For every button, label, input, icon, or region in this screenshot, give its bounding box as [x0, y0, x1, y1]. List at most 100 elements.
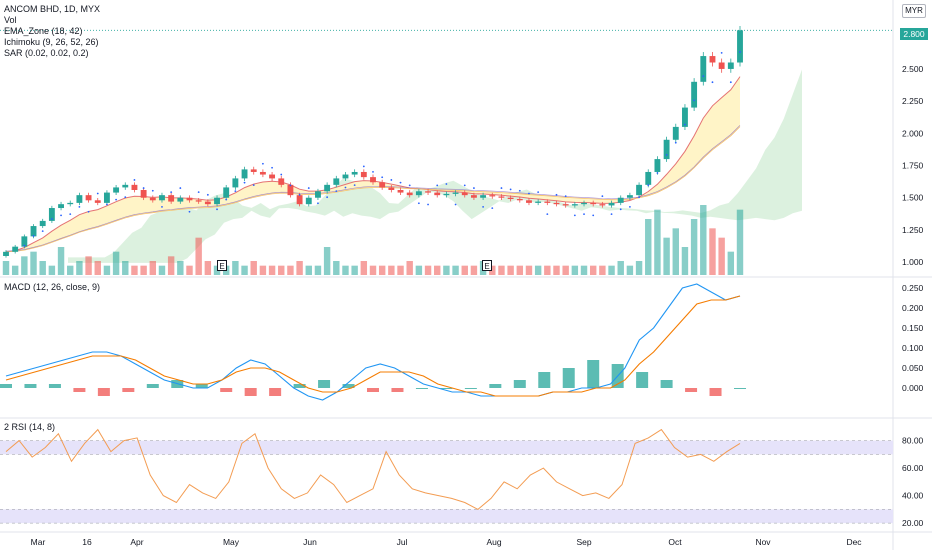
symbol-title[interactable]: ANCOM BHD, 1D, MYX	[4, 4, 101, 14]
sar-dot	[372, 170, 374, 173]
sar-dot	[262, 162, 264, 165]
macd-histogram-bar	[318, 380, 331, 388]
volume-bar	[489, 265, 496, 275]
sar-dot	[78, 205, 81, 208]
sar-dot	[133, 179, 136, 181]
volume-bar	[369, 265, 377, 275]
volume-bar	[397, 265, 404, 275]
candle-body	[544, 201, 551, 203]
volume-bar	[534, 265, 542, 275]
time-axis-tick: Jul	[397, 537, 408, 547]
macd-axis-tick: 0.200	[902, 303, 924, 313]
ichimoku-legend[interactable]: Ichimoku (9, 26, 52, 26)	[4, 37, 99, 47]
sar-dot	[87, 210, 90, 213]
price-axis-tick: 1.250	[902, 225, 924, 235]
sar-dot	[702, 75, 705, 78]
price-axis-tick: 1.500	[902, 193, 924, 203]
candle-body	[397, 190, 404, 193]
sar-dot	[289, 184, 292, 187]
sar-dot	[729, 81, 732, 84]
macd-histogram-bar	[342, 384, 355, 388]
volume-bar	[85, 256, 92, 275]
macd-histogram-bar	[48, 384, 61, 388]
volume-bar	[645, 219, 652, 275]
candle-body	[214, 197, 220, 205]
candle-body	[470, 195, 477, 198]
volume-bar	[177, 261, 184, 275]
candle-body	[379, 182, 386, 188]
sar-dot	[60, 214, 62, 217]
volume-bar	[388, 265, 395, 275]
vol-legend[interactable]: Vol	[4, 15, 17, 25]
ema-zone-legend[interactable]: EMA_Zone (18, 42)	[4, 26, 83, 36]
currency-badge[interactable]: MYR	[902, 4, 926, 18]
rsi-axis-tick: 80.00	[902, 436, 924, 446]
candle-body	[562, 204, 569, 206]
volume-bar	[553, 265, 560, 275]
candle-body	[324, 184, 331, 192]
volume-bar	[351, 265, 358, 275]
volume-bar	[617, 261, 624, 275]
sar-dot	[528, 192, 530, 195]
volume-bar	[232, 261, 239, 275]
earnings-badge[interactable]: E	[482, 260, 492, 271]
sar-legend[interactable]: SAR (0.02, 0.02, 0.2)	[4, 48, 89, 58]
candle-body	[85, 195, 92, 201]
earnings-badge[interactable]: E	[217, 260, 227, 271]
candle-body	[590, 202, 597, 205]
time-axis-tick: Aug	[486, 537, 501, 547]
candle-body	[672, 126, 679, 140]
volume-bar	[94, 261, 101, 275]
sar-dot	[436, 184, 439, 187]
candle-body	[691, 81, 698, 108]
candle-body	[443, 193, 450, 196]
candle-body	[259, 171, 266, 175]
volume-bar	[690, 219, 698, 275]
volume-bar	[562, 265, 569, 275]
candle-body	[617, 197, 624, 203]
sar-dot	[555, 193, 558, 196]
ema-zone-fill	[6, 76, 740, 252]
sar-dot	[509, 188, 512, 191]
candle-body	[204, 201, 211, 205]
ichimoku-base-line	[5, 125, 741, 252]
macd-axis-tick: 0.050	[902, 363, 924, 373]
macd-histogram-bar	[587, 360, 600, 388]
volume-bar	[681, 247, 689, 275]
rsi-legend[interactable]: 2 RSI (14, 8)	[4, 422, 56, 432]
volume-bar	[580, 265, 588, 275]
volume-bar	[589, 265, 597, 275]
sar-dot	[610, 213, 613, 216]
macd-histogram-bar	[489, 384, 502, 388]
candle-body	[663, 139, 670, 160]
candle-body	[159, 195, 165, 201]
sar-dot	[445, 183, 448, 185]
candle-body	[76, 195, 83, 203]
macd-legend[interactable]: MACD (12, 26, close, 9)	[4, 282, 101, 292]
candle-body	[516, 199, 523, 201]
sar-dot	[408, 184, 411, 187]
sar-dot	[500, 187, 503, 189]
sar-dot	[69, 213, 72, 216]
candle-body	[388, 187, 395, 190]
candle-body	[223, 187, 230, 198]
candle-body	[452, 192, 459, 194]
sar-dot	[344, 186, 347, 189]
candle-body	[645, 171, 652, 185]
candle-body	[232, 178, 239, 188]
macd-histogram-bar	[195, 384, 208, 388]
candle-body	[149, 197, 156, 201]
candle-body	[241, 169, 248, 179]
rsi-axis-tick: 40.00	[902, 491, 924, 501]
volume-bar	[424, 265, 432, 275]
sar-dot	[546, 213, 549, 216]
candle-body	[718, 62, 725, 69]
volume-bar	[204, 261, 212, 275]
price-axis-tick: 2.000	[902, 128, 924, 138]
ichimoku-cloud	[68, 69, 802, 263]
candle-body	[415, 191, 422, 196]
time-axis-tick: Sep	[576, 537, 591, 547]
sar-dot	[188, 210, 191, 213]
macd-histogram-bar	[513, 380, 526, 388]
volume-bar	[525, 265, 533, 275]
